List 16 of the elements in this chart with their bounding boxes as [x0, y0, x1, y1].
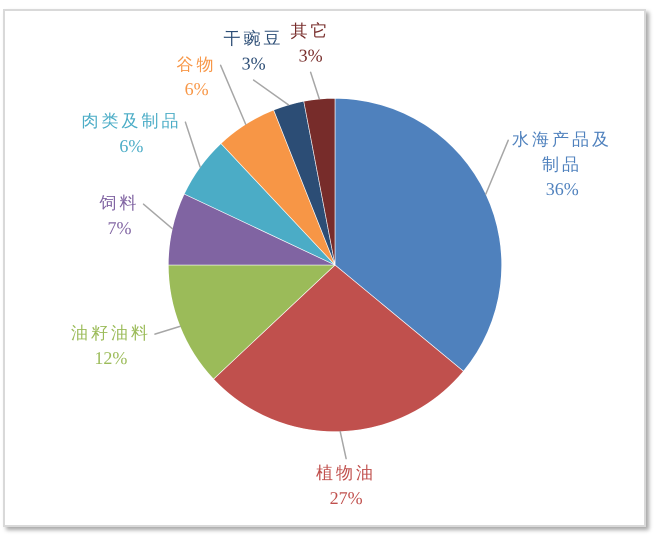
data-label: 3%: [298, 46, 323, 66]
slice-label: 饲料: [98, 194, 140, 213]
slice-label: 油籽油料: [70, 324, 151, 343]
slice-label: 肉类及制品: [81, 112, 182, 131]
data-label: 6%: [119, 136, 144, 156]
data-label: 27%: [330, 488, 363, 508]
data-label: 7%: [108, 218, 132, 238]
slice-label: 其它: [290, 21, 331, 40]
slice-label: 谷物: [176, 54, 217, 74]
slice-label: 水海产品及制品: [512, 130, 612, 174]
data-label: 12%: [94, 348, 128, 368]
data-label: 6%: [184, 79, 209, 100]
slice-label: 干豌豆: [224, 29, 284, 48]
data-label: 3%: [242, 53, 266, 74]
slice-label: 植物油: [316, 464, 376, 483]
data-label: 36%: [546, 179, 579, 200]
